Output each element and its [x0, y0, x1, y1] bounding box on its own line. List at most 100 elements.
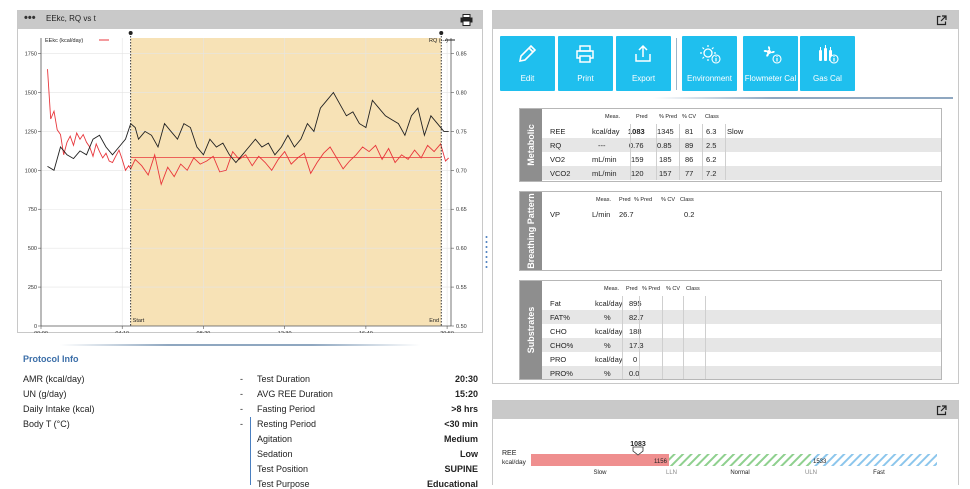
- end-marker-handle: [439, 31, 444, 35]
- y-right-tick-label: 0.75: [456, 129, 467, 135]
- x-tick-label: 00:00: [34, 331, 48, 333]
- y-right-tick-label: 0.70: [456, 168, 467, 174]
- ree-scale-bar: 1083 1156 1533 LLN ULN Slow Normal Fast: [531, 441, 937, 476]
- column-header: % Pred: [642, 286, 661, 292]
- param-pct-pred: 86: [685, 155, 694, 164]
- protocol-label: Test Duration: [257, 374, 311, 384]
- table-row[interactable]: RQ --- 0.76 0.85 89 2.5: [542, 138, 941, 152]
- y-left-tick-label: 1000: [25, 168, 37, 174]
- lln-value: 1156: [654, 459, 668, 465]
- table-row[interactable]: VO2 mL/min 159 185 86 6.2: [542, 152, 941, 166]
- protocol-value: -: [240, 419, 243, 429]
- protocol-value: SUPINE: [444, 464, 478, 474]
- column-header: Class: [705, 114, 719, 120]
- protocol-label: Test Purpose: [257, 479, 310, 489]
- export-button[interactable]: Export: [616, 36, 671, 91]
- flowmeter-cal-button[interactable]: Flowmeter Cal: [743, 36, 798, 91]
- protocol-value: >8 hrs: [451, 404, 478, 414]
- ree-value-marker: [632, 446, 644, 456]
- column-header: % CV: [661, 197, 676, 203]
- breathing-pattern-title: Breathing Pattern: [526, 193, 536, 269]
- protocol-value: Low: [460, 449, 478, 459]
- expand-icon[interactable]: [936, 405, 947, 416]
- results-panel-header: [493, 11, 958, 29]
- normal-zone: [669, 454, 811, 466]
- column-header: Pred: [626, 286, 638, 292]
- y-left-tick-label: 250: [28, 285, 37, 291]
- y-right-tick-label: 0.80: [456, 90, 467, 96]
- param-unit: kcal/day: [595, 355, 623, 364]
- protocol-column-divider: [250, 417, 251, 485]
- table-row[interactable]: Fat kcal/day 895: [542, 296, 941, 310]
- eekc-rq-chart[interactable]: 0 250 500 750 1000 1250 1500 1750 0.50 0.55 0.60 0.…: [18, 29, 482, 333]
- expand-icon[interactable]: [936, 15, 947, 26]
- x-tick-label: 04:10: [115, 331, 129, 333]
- protocol-label: Sedation: [257, 449, 293, 459]
- table-row[interactable]: VP L/min 26.7 0.2: [542, 207, 941, 221]
- more-dots-icon[interactable]: •••: [24, 12, 36, 24]
- substrates-section: Substrates Meas. Pred % Pred % CV Class …: [519, 280, 942, 380]
- export-button-label: Export: [631, 74, 656, 83]
- ree-scale-header: [493, 401, 958, 419]
- legend-eekc-label: EEkc (kcal/day): [45, 38, 83, 44]
- results-panel: Edit Print Export Environment Flowmeter …: [492, 10, 959, 384]
- param-name: RQ: [550, 141, 562, 150]
- param-unit: kcal/day: [595, 299, 623, 308]
- param-unit: kcal/day: [595, 327, 623, 336]
- param-name: CHO%: [550, 341, 574, 350]
- protocol-title: Protocol Info: [23, 354, 79, 364]
- table-row[interactable]: FAT% % 82.7: [542, 310, 941, 324]
- fast-zone-label: Fast: [873, 470, 885, 476]
- y-right-tick-label: 0.85: [456, 52, 467, 58]
- param-cv: 6.3: [706, 127, 717, 136]
- param-name: CHO: [550, 327, 567, 336]
- gas-cal-button[interactable]: Gas Cal: [800, 36, 855, 91]
- protocol-label: AMR (kcal/day): [23, 374, 85, 384]
- protocol-value: 20:30: [454, 374, 478, 384]
- chart-panel-header: ••• EEkc, RQ vs t: [18, 11, 482, 29]
- column-header: Class: [680, 197, 694, 203]
- y-left-tick-label: 750: [28, 207, 37, 213]
- param-meas: 0.0: [629, 369, 640, 378]
- column-divider: [622, 296, 623, 379]
- param-pct-pred: 77: [685, 169, 694, 178]
- uln-value: 1533: [813, 459, 827, 465]
- table-row[interactable]: PRO% % 0.0: [542, 366, 941, 379]
- param-meas: 0: [633, 355, 638, 364]
- environment-button[interactable]: Environment: [682, 36, 737, 91]
- param-unit: mL/min: [592, 155, 617, 164]
- table-row[interactable]: CHO kcal/day 188: [542, 324, 941, 338]
- param-meas: 26.7: [619, 210, 634, 219]
- param-name: PRO: [550, 355, 567, 364]
- start-marker-handle: [128, 31, 133, 35]
- column-divider: [679, 124, 680, 180]
- param-meas: 188: [629, 327, 642, 336]
- table-row[interactable]: CHO% % 17.3: [542, 338, 941, 352]
- param-unit: %: [604, 313, 611, 322]
- column-header: Meas.: [596, 197, 611, 203]
- substrates-title: Substrates: [526, 306, 536, 354]
- column-divider: [705, 296, 706, 379]
- column-divider: [702, 124, 703, 180]
- table-row[interactable]: VCO2 mL/min 120 157 77 7.2: [542, 166, 941, 180]
- gas-cylinder-icon: [819, 45, 839, 64]
- param-pred: 185: [659, 155, 672, 164]
- column-header: Meas.: [604, 286, 619, 292]
- print-button[interactable]: Print: [558, 36, 613, 91]
- column-divider: [656, 124, 657, 180]
- ree-scale-label: REE: [502, 450, 517, 457]
- param-unit: L/min: [592, 210, 611, 219]
- param-name: VO2: [550, 155, 566, 164]
- table-row[interactable]: REE kcal/day 1083 1345 81 6.3 Slow: [542, 124, 941, 138]
- edit-button[interactable]: Edit: [500, 36, 555, 91]
- splitter-handle-icon[interactable]: [485, 235, 488, 269]
- column-divider: [683, 296, 684, 379]
- legend-rq-label: RQ (---): [429, 38, 448, 44]
- table-row[interactable]: PRO kcal/day 0: [542, 352, 941, 366]
- printer-icon[interactable]: [460, 14, 473, 26]
- y-left-tick-label: 500: [28, 246, 37, 252]
- param-pred: 0.85: [657, 141, 672, 150]
- slow-zone: [531, 454, 669, 466]
- protocol-label: Agitation: [257, 434, 293, 444]
- param-meas: 17.3: [629, 341, 644, 350]
